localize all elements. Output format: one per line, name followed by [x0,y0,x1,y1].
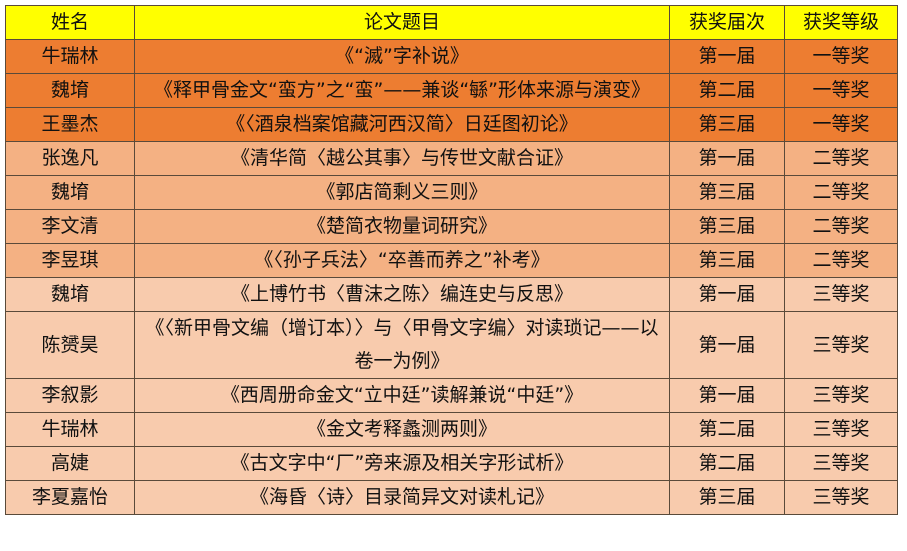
cell-session: 第三届 [669,243,785,278]
table-row: 魏堉 《释甲骨金文“蛮方”之“蛮”——兼谈“緐”形体来源与演变》 第二届 一等奖 [5,73,898,108]
cell-level: 二等奖 [784,243,898,278]
cell-session: 第二届 [669,446,785,481]
cell-name: 王墨杰 [5,107,135,142]
cell-level: 二等奖 [784,141,898,176]
cell-session: 第二届 [669,412,785,447]
cell-name: 魏堉 [5,73,135,108]
cell-name: 李昱琪 [5,243,135,278]
cell-name: 魏堉 [5,175,135,210]
table-row: 牛瑞林 《“滅”字补说》 第一届 一等奖 [5,39,898,74]
cell-title: 《清华简〈越公其事〉与传世文献合证》 [134,141,670,176]
cell-name: 陈赟昊 [5,311,135,379]
cell-level: 一等奖 [784,73,898,108]
cell-session: 第三届 [669,480,785,515]
cell-title: 《〈孙子兵法〉“卒善而养之”补考》 [134,243,670,278]
cell-level: 三等奖 [784,412,898,447]
cell-title: 《〈新甲骨文编（增订本）〉与〈甲骨文字编〉对读琐记——以卷一为例》 [134,311,670,379]
header-name: 姓名 [5,5,135,40]
cell-name: 李叙影 [5,378,135,413]
cell-title: 《金文考释蠡测两则》 [134,412,670,447]
cell-name: 牛瑞林 [5,412,135,447]
cell-session: 第三届 [669,175,785,210]
table-row: 王墨杰 《〈酒泉档案馆藏河西汉简〉日廷图初论》 第三届 一等奖 [5,107,898,142]
cell-level: 一等奖 [784,107,898,142]
table-row: 牛瑞林 《金文考释蠡测两则》 第二届 三等奖 [5,412,898,447]
cell-name: 高婕 [5,446,135,481]
table-row: 李文清 《楚简衣物量词研究》 第三届 二等奖 [5,209,898,244]
cell-name: 牛瑞林 [5,39,135,74]
cell-session: 第一届 [669,378,785,413]
table-row: 魏堉 《郭店简剩义三则》 第三届 二等奖 [5,175,898,210]
header-level: 获奖等级 [784,5,898,40]
cell-title: 《上博竹书〈曹沫之陈〉编连史与反思》 [134,277,670,312]
cell-title: 《〈酒泉档案馆藏河西汉简〉日廷图初论》 [134,107,670,142]
table-row: 张逸凡 《清华简〈越公其事〉与传世文献合证》 第一届 二等奖 [5,141,898,176]
cell-session: 第三届 [669,209,785,244]
cell-title: 《海昏〈诗〉目录简异文对读札记》 [134,480,670,515]
table-row: 李叙影 《西周册命金文“立中廷”读解兼说“中廷”》 第一届 三等奖 [5,378,898,413]
table-row: 魏堉 《上博竹书〈曹沫之陈〉编连史与反思》 第一届 三等奖 [5,277,898,312]
cell-title: 《“滅”字补说》 [134,39,670,74]
cell-session: 第一届 [669,39,785,74]
cell-title: 《古文字中“厂”旁来源及相关字形试析》 [134,446,670,481]
cell-level: 一等奖 [784,39,898,74]
cell-level: 二等奖 [784,209,898,244]
table-row: 李昱琪 《〈孙子兵法〉“卒善而养之”补考》 第三届 二等奖 [5,243,898,278]
cell-name: 魏堉 [5,277,135,312]
cell-name: 张逸凡 [5,141,135,176]
cell-session: 第三届 [669,107,785,142]
cell-session: 第一届 [669,311,785,379]
cell-title: 《郭店简剩义三则》 [134,175,670,210]
cell-session: 第一届 [669,141,785,176]
cell-level: 三等奖 [784,480,898,515]
cell-level: 三等奖 [784,378,898,413]
cell-name: 李文清 [5,209,135,244]
table-row: 陈赟昊 《〈新甲骨文编（增订本）〉与〈甲骨文字编〉对读琐记——以卷一为例》 第一届三… [5,311,898,379]
cell-title: 《西周册命金文“立中廷”读解兼说“中廷”》 [134,378,670,413]
cell-level: 三等奖 [784,311,898,379]
cell-level: 三等奖 [784,277,898,312]
header-row: 姓名 论文题目 获奖届次 获奖等级 [5,5,898,40]
cell-name: 李夏嘉怡 [5,480,135,515]
cell-session: 第二届 [669,73,785,108]
award-table: 姓名 论文题目 获奖届次 获奖等级 牛瑞林 《“滅”字补说》 第一届 一等奖 魏堉 《释甲… [5,5,898,515]
table-row: 高婕 《古文字中“厂”旁来源及相关字形试析》 第二届 三等奖 [5,446,898,481]
table-row: 李夏嘉怡 《海昏〈诗〉目录简异文对读札记》 第三届 三等奖 [5,480,898,515]
cell-session: 第一届 [669,277,785,312]
header-title: 论文题目 [134,5,670,40]
cell-level: 三等奖 [784,446,898,481]
cell-title: 《释甲骨金文“蛮方”之“蛮”——兼谈“緐”形体来源与演变》 [134,73,670,108]
cell-level: 二等奖 [784,175,898,210]
header-session: 获奖届次 [669,5,785,40]
cell-title: 《楚简衣物量词研究》 [134,209,670,244]
